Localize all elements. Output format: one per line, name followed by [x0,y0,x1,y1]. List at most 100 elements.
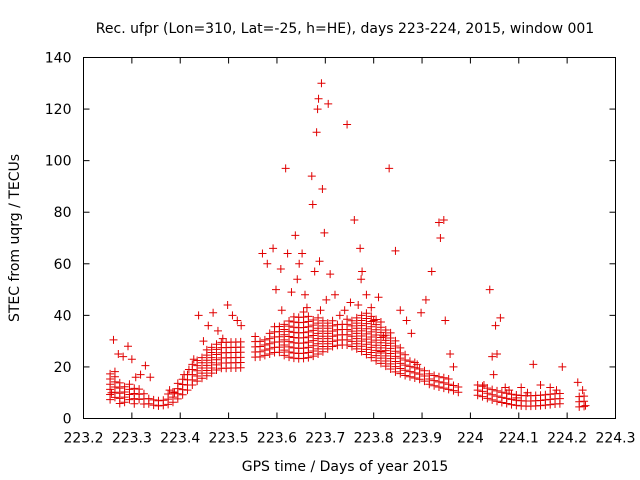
data-point [580,392,589,401]
data-point [269,244,278,253]
data-point [578,386,587,395]
y-tick-label: 140 [45,51,72,67]
data-point [385,164,394,173]
data-point [546,383,555,392]
data-point [154,396,163,405]
data-point [276,264,285,273]
data-point [420,366,429,375]
data-point [558,362,567,371]
data-point [188,360,197,369]
data-point [115,378,124,387]
data-point [357,275,366,284]
data-point [401,350,410,359]
data-point [314,313,323,322]
data-point [517,383,526,392]
data-point [320,228,329,237]
data-point [512,393,521,402]
x-tick-label: 223.7 [305,431,345,447]
data-point [323,319,332,328]
data-point [256,337,265,346]
data-point [173,379,182,388]
data-point [396,343,405,352]
y-tick-label: 80 [54,205,72,221]
data-point [441,316,450,325]
data-point [362,290,371,299]
data-point [213,326,222,335]
data-point [106,369,115,378]
data-point [237,321,246,330]
data-point [194,311,203,320]
data-point [168,387,177,396]
data-point [107,388,116,397]
x-tick-label: 223.6 [257,431,297,447]
data-point [165,386,174,395]
data-point [497,388,506,397]
data-point [178,375,187,384]
data-point [236,337,245,346]
data-point [425,369,434,378]
data-point [114,350,123,359]
data-point [541,390,550,399]
x-tick-label: 224.2 [547,431,587,447]
data-point [304,312,313,321]
data-point [223,301,232,310]
data-point [127,355,136,364]
data-point [417,308,426,317]
data-point [357,311,366,320]
data-point [212,340,221,349]
data-point [189,355,198,364]
data-point [202,345,211,354]
data-point [146,373,155,382]
data-point [159,396,168,405]
data-point [340,306,349,315]
data-point [575,392,584,401]
data-point [123,342,132,351]
data-point [318,316,327,325]
data-point [315,257,324,266]
data-point [136,370,145,379]
data-point [180,370,189,379]
y-tick-label: 100 [45,154,72,170]
data-point [505,386,514,395]
data-point [295,259,304,268]
data-point [354,301,363,310]
data-point [489,370,498,379]
data-point [119,352,128,361]
data-point [362,309,371,318]
x-tick-label: 223.4 [160,431,200,447]
data-point [285,317,294,326]
data-point [260,335,269,344]
y-tick-label: 20 [54,360,72,376]
data-point [367,303,376,312]
data-point [309,315,318,324]
data-point [430,371,439,380]
data-point [350,215,359,224]
data-point [552,386,561,395]
data-point [109,335,118,344]
data-point [277,306,286,315]
data-point [352,313,361,322]
data-point [326,270,335,279]
y-axis: 0 20 40 60 80 100 120 140 [45,51,616,428]
data-point [439,215,448,224]
plot-frame [83,57,616,419]
data-point [317,79,326,88]
data-point [228,311,237,320]
data-point [391,336,400,345]
data-point [318,185,327,194]
data-point [488,352,497,361]
data-point [523,388,532,397]
data-point [407,329,416,338]
data-point [402,316,411,325]
y-tick-label: 120 [45,102,72,118]
data-point [454,383,463,392]
x-axis: 223.2 223.3 223.4 223.5 223.6 223.7 223.8 223.9… [63,57,636,447]
data-points [106,79,590,411]
data-point [280,320,289,329]
data-point [493,386,502,395]
data-point [204,321,213,330]
data-point [291,231,300,240]
data-point [507,390,516,399]
data-point [130,384,139,393]
